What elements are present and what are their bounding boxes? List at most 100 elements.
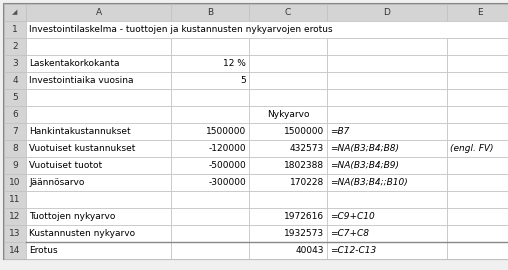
Bar xyxy=(4,157,26,174)
Text: =NA(B3;B4;B8): =NA(B3;B4;B8) xyxy=(330,144,399,153)
Text: -500000: -500000 xyxy=(208,161,246,170)
Text: 2: 2 xyxy=(12,42,18,51)
Text: Erotus: Erotus xyxy=(29,246,57,255)
Bar xyxy=(447,4,508,21)
Bar xyxy=(4,89,26,106)
Text: 1500000: 1500000 xyxy=(206,127,246,136)
Text: 5: 5 xyxy=(12,93,18,102)
Bar xyxy=(26,140,171,157)
Text: 10: 10 xyxy=(9,178,21,187)
Bar xyxy=(327,4,447,21)
Bar xyxy=(4,123,26,140)
Bar xyxy=(249,106,327,123)
Bar xyxy=(447,242,508,259)
Text: C: C xyxy=(285,8,291,17)
Bar xyxy=(249,191,327,208)
Text: =NA(B3;B4;B9): =NA(B3;B4;B9) xyxy=(330,161,399,170)
Text: Investointiaika vuosina: Investointiaika vuosina xyxy=(29,76,134,85)
Bar xyxy=(447,174,508,191)
Bar xyxy=(249,157,327,174)
Text: 11: 11 xyxy=(9,195,21,204)
Bar xyxy=(4,208,26,225)
Bar xyxy=(171,106,249,123)
Text: Investointilaskelma - tuottojen ja kustannusten nykyarvojen erotus: Investointilaskelma - tuottojen ja kusta… xyxy=(29,25,333,34)
Bar xyxy=(447,72,508,89)
Text: 7: 7 xyxy=(12,127,18,136)
Bar xyxy=(447,140,508,157)
Text: 12: 12 xyxy=(9,212,21,221)
Bar xyxy=(249,174,327,191)
Text: 1500000: 1500000 xyxy=(284,127,324,136)
Text: =NA(B3;B4;;B10): =NA(B3;B4;;B10) xyxy=(330,178,408,187)
Text: 1: 1 xyxy=(12,25,18,34)
Text: =B7: =B7 xyxy=(330,127,350,136)
Bar xyxy=(171,89,249,106)
Text: =C7+C8: =C7+C8 xyxy=(330,229,369,238)
Bar xyxy=(171,208,249,225)
Bar xyxy=(4,38,26,55)
Bar xyxy=(26,191,171,208)
Bar xyxy=(171,55,249,72)
Bar xyxy=(4,55,26,72)
Bar xyxy=(26,72,171,89)
Text: 8: 8 xyxy=(12,144,18,153)
Bar xyxy=(26,4,171,21)
Bar xyxy=(447,38,508,55)
Text: Vuotuiset kustannukset: Vuotuiset kustannukset xyxy=(29,144,135,153)
Text: -120000: -120000 xyxy=(208,144,246,153)
Text: 1972616: 1972616 xyxy=(284,212,324,221)
Bar xyxy=(447,157,508,174)
Text: 40043: 40043 xyxy=(296,246,324,255)
Text: 5: 5 xyxy=(240,76,246,85)
Text: Jäännösarvo: Jäännösarvo xyxy=(29,178,84,187)
Text: 4: 4 xyxy=(12,76,18,85)
Bar xyxy=(249,55,327,72)
Text: E: E xyxy=(477,8,482,17)
Bar xyxy=(327,191,447,208)
Bar xyxy=(327,123,447,140)
Bar xyxy=(4,21,26,38)
Text: 9: 9 xyxy=(12,161,18,170)
Bar xyxy=(327,140,447,157)
Bar xyxy=(26,174,171,191)
Text: 6: 6 xyxy=(12,110,18,119)
Bar xyxy=(249,4,327,21)
Bar xyxy=(447,55,508,72)
Bar xyxy=(4,242,26,259)
Bar xyxy=(26,106,171,123)
Bar xyxy=(327,38,447,55)
Text: A: A xyxy=(96,8,102,17)
Bar xyxy=(249,208,327,225)
Bar xyxy=(171,157,249,174)
Bar xyxy=(327,72,447,89)
Bar xyxy=(4,72,26,89)
Bar xyxy=(26,55,171,72)
Bar xyxy=(4,174,26,191)
Bar xyxy=(447,225,508,242)
Bar xyxy=(26,225,171,242)
Bar xyxy=(4,225,26,242)
Text: Kustannusten nykyarvo: Kustannusten nykyarvo xyxy=(29,229,135,238)
Bar xyxy=(4,106,26,123)
Bar xyxy=(327,89,447,106)
Text: =C9+C10: =C9+C10 xyxy=(330,212,375,221)
Text: (engl. FV): (engl. FV) xyxy=(450,144,493,153)
Bar xyxy=(249,225,327,242)
Bar xyxy=(26,38,171,55)
Bar xyxy=(171,140,249,157)
Bar xyxy=(171,72,249,89)
Text: 432573: 432573 xyxy=(290,144,324,153)
Bar xyxy=(171,242,249,259)
Bar xyxy=(327,174,447,191)
Bar xyxy=(26,123,171,140)
Bar xyxy=(26,157,171,174)
Bar xyxy=(249,140,327,157)
Bar xyxy=(26,89,171,106)
Text: 3: 3 xyxy=(12,59,18,68)
Text: Hankintakustannukset: Hankintakustannukset xyxy=(29,127,131,136)
Bar xyxy=(249,72,327,89)
Bar xyxy=(249,123,327,140)
Text: Tuottojen nykyarvo: Tuottojen nykyarvo xyxy=(29,212,115,221)
Bar xyxy=(171,123,249,140)
Bar xyxy=(4,191,26,208)
